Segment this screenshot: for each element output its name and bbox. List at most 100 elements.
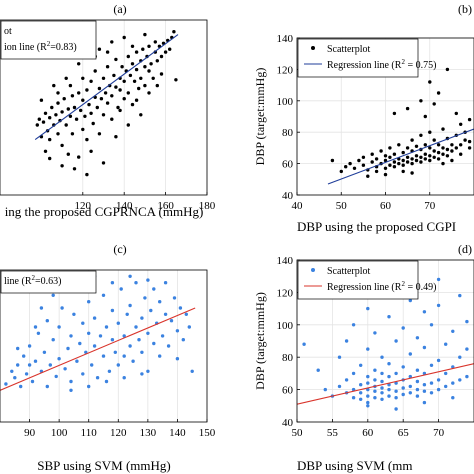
data-point [463, 138, 467, 142]
data-point [373, 396, 377, 400]
data-point [410, 138, 414, 142]
legend-entry: Regression line (R2 = 0.75) [327, 58, 436, 71]
data-point [323, 387, 327, 392]
data-point [172, 296, 177, 300]
data-point [344, 378, 349, 382]
data-point [394, 389, 398, 393]
data-point [458, 293, 462, 298]
data-point [401, 150, 405, 155]
data-point [105, 101, 110, 105]
data-point [388, 163, 392, 167]
data-point [422, 345, 427, 350]
data-point [113, 350, 118, 354]
data-point [105, 50, 110, 54]
data-point [175, 357, 180, 361]
data-point [419, 133, 423, 137]
legend-box [297, 260, 419, 300]
regression-line [34, 34, 179, 141]
data-point [163, 281, 168, 285]
data-point [153, 40, 157, 44]
data-point [66, 346, 70, 351]
panel-a: 120 140 160 180 (a) ing the proposed CGPRNCA … [0, 2, 216, 219]
y-tick-label: 140 [277, 255, 294, 267]
data-point [428, 80, 432, 84]
data-point [84, 350, 88, 354]
data-point [401, 163, 405, 167]
x-tick-label: 40 [292, 200, 304, 212]
data-point [19, 384, 23, 389]
data-point [168, 47, 172, 51]
data-point [66, 107, 71, 111]
data-point [134, 281, 138, 285]
y-tick-label: 60 [282, 385, 294, 397]
data-point [104, 325, 109, 329]
data-point [134, 67, 139, 72]
data-point [114, 135, 118, 139]
x-tick-label: 50 [292, 427, 304, 439]
data-point [366, 400, 370, 405]
data-point [48, 137, 52, 142]
data-point [351, 323, 356, 327]
data-point [141, 47, 145, 51]
data-point [118, 108, 122, 113]
data-point [159, 54, 164, 59]
data-point [60, 164, 64, 168]
data-point [119, 287, 123, 291]
data-point [444, 384, 448, 389]
data-point [101, 354, 106, 358]
data-point [302, 342, 306, 346]
data-point [465, 347, 469, 351]
data-point [401, 326, 405, 330]
data-point [432, 149, 436, 153]
data-point [160, 334, 165, 338]
data-point [72, 167, 77, 171]
data-point [85, 88, 89, 92]
data-point [459, 122, 463, 127]
data-point [397, 143, 401, 147]
panel-label: (b) [458, 2, 472, 16]
legend: ot ion line (R2=0.83) [0, 20, 97, 60]
x-tick-label: 120 [75, 200, 92, 212]
data-point [415, 336, 420, 340]
data-point [405, 106, 410, 111]
data-point [81, 98, 85, 102]
data-point [27, 363, 32, 367]
data-point [95, 105, 100, 110]
data-point [429, 381, 434, 385]
data-point [51, 293, 55, 297]
data-point [50, 105, 54, 110]
data-point [151, 76, 155, 81]
data-point [87, 331, 91, 335]
data-point [105, 65, 110, 69]
data-point [392, 152, 397, 156]
data-point [450, 143, 454, 147]
x-tick-label: 90 [24, 427, 36, 439]
data-point [436, 143, 441, 147]
data-point [387, 374, 391, 379]
data-point [79, 108, 83, 113]
x-tick-label: 140 [116, 200, 133, 212]
data-point [344, 165, 348, 169]
data-point [85, 172, 89, 177]
data-point [147, 91, 151, 95]
data-point [78, 341, 82, 346]
data-point [57, 325, 61, 329]
x-tick-label: 150 [199, 427, 216, 439]
legend-box [0, 20, 97, 60]
data-point [380, 355, 384, 359]
regression-line [0, 307, 196, 391]
data-point [90, 363, 94, 367]
data-point [410, 157, 414, 161]
data-point [36, 331, 41, 335]
data-point [110, 308, 115, 313]
data-point [92, 316, 97, 320]
data-point [359, 391, 363, 395]
x-tick-label: 60 [362, 427, 374, 439]
y-axis-label: DBP (target:mmHg) [253, 68, 267, 166]
data-point [146, 278, 150, 282]
data-point [60, 143, 64, 148]
data-point [52, 83, 56, 88]
data-point [39, 306, 44, 310]
data-point [60, 306, 64, 310]
data-point [436, 387, 441, 392]
